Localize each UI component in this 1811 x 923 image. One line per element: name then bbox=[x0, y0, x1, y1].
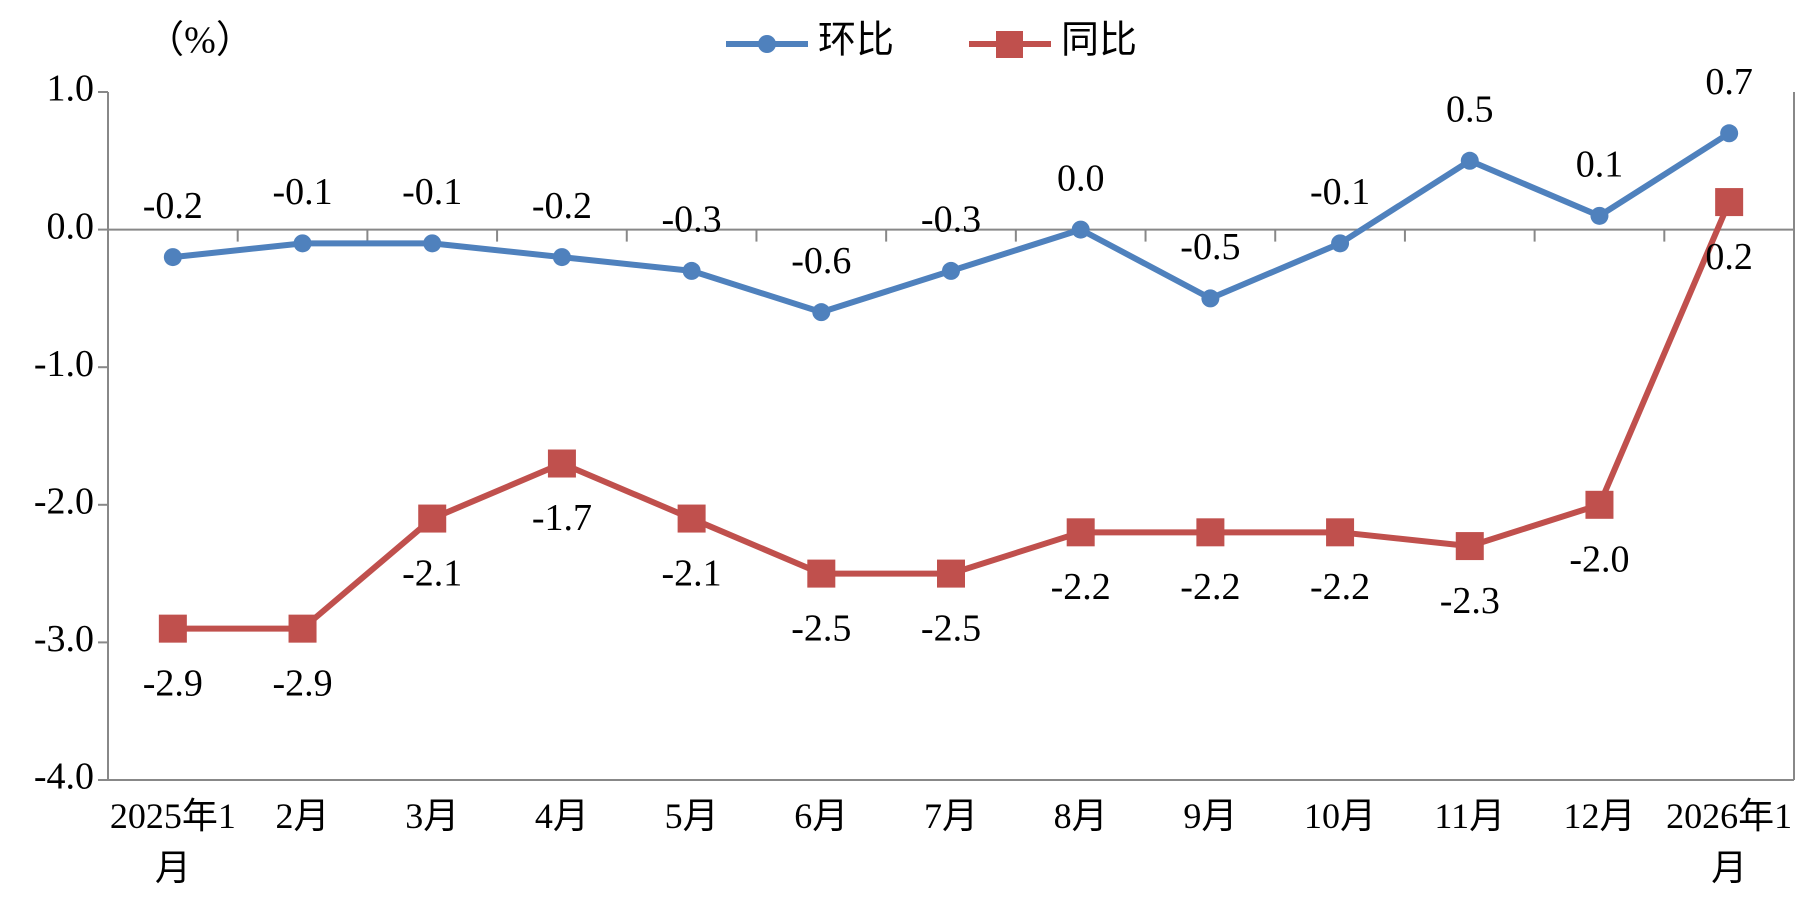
marker bbox=[288, 614, 317, 643]
data-label: -2.5 bbox=[921, 607, 981, 649]
x-tick-label: 12月 bbox=[1563, 796, 1636, 836]
marker bbox=[293, 234, 312, 253]
marker bbox=[942, 261, 960, 280]
legend-marker bbox=[758, 35, 776, 53]
y-tick-label: 1.0 bbox=[47, 68, 95, 110]
data-label: -0.5 bbox=[1180, 226, 1240, 268]
x-tick-label: 4月 bbox=[534, 796, 589, 836]
data-label: -2.9 bbox=[272, 662, 332, 704]
data-label: -0.2 bbox=[532, 185, 592, 227]
data-label: -2.9 bbox=[143, 662, 203, 704]
marker bbox=[1331, 234, 1350, 253]
data-label: -0.3 bbox=[662, 199, 722, 241]
data-label: -2.2 bbox=[1051, 566, 1111, 608]
data-label: -2.1 bbox=[402, 552, 462, 594]
data-label: -2.2 bbox=[1180, 566, 1240, 608]
marker bbox=[807, 559, 836, 588]
y-tick-label: 0.0 bbox=[47, 205, 95, 247]
marker bbox=[1460, 151, 1479, 170]
marker bbox=[1590, 206, 1609, 225]
marker bbox=[1196, 518, 1225, 547]
marker bbox=[552, 248, 571, 267]
x-tick-label: 10月 bbox=[1304, 796, 1377, 836]
marker bbox=[812, 303, 831, 322]
legend-marker bbox=[996, 31, 1023, 58]
data-label: 0.0 bbox=[1057, 157, 1105, 199]
data-label: 0.1 bbox=[1576, 144, 1624, 186]
data-label: -0.6 bbox=[791, 240, 851, 282]
y-tick-label: -4.0 bbox=[34, 756, 94, 798]
marker bbox=[937, 559, 965, 588]
marker bbox=[1201, 289, 1220, 308]
marker bbox=[547, 449, 576, 478]
x-tick-label: 8月 bbox=[1053, 796, 1108, 836]
data-label: 0.7 bbox=[1705, 61, 1753, 103]
data-label: -1.7 bbox=[532, 497, 592, 539]
x-tick-label: 3月 bbox=[405, 796, 460, 836]
x-tick-label: 7月 bbox=[923, 796, 978, 836]
marker bbox=[1720, 124, 1739, 143]
marker bbox=[158, 614, 187, 643]
data-label: 0.5 bbox=[1446, 89, 1494, 131]
y-tick-label: -1.0 bbox=[34, 343, 94, 385]
x-tick-label: 2月 bbox=[275, 796, 330, 836]
data-label: -2.2 bbox=[1310, 566, 1370, 608]
x-tick-label: 2025年1月 bbox=[109, 796, 236, 888]
marker bbox=[1715, 188, 1744, 217]
x-tick-label: 6月 bbox=[794, 796, 849, 836]
data-label: -2.3 bbox=[1440, 580, 1500, 622]
data-label: 0.2 bbox=[1705, 236, 1753, 278]
marker bbox=[163, 248, 182, 267]
legend-label: 环比 bbox=[818, 20, 894, 62]
data-label: -2.5 bbox=[791, 607, 851, 649]
marker bbox=[1455, 532, 1484, 561]
data-label: -0.1 bbox=[1310, 171, 1370, 213]
legend-label: 同比 bbox=[1061, 20, 1137, 62]
marker bbox=[1071, 220, 1090, 239]
marker bbox=[1066, 518, 1095, 547]
marker bbox=[682, 261, 701, 280]
marker bbox=[677, 504, 706, 533]
y-tick-label: -3.0 bbox=[34, 618, 94, 660]
data-label: -2.1 bbox=[662, 552, 722, 594]
x-tick-label: 5月 bbox=[664, 796, 719, 836]
data-label: -0.3 bbox=[921, 199, 981, 241]
data-label: -0.1 bbox=[402, 171, 462, 213]
data-label: -2.0 bbox=[1569, 539, 1629, 581]
marker bbox=[418, 504, 447, 533]
marker bbox=[1585, 490, 1614, 519]
y-tick-label: -2.0 bbox=[34, 481, 94, 523]
data-label: -0.1 bbox=[272, 171, 332, 213]
marker bbox=[1326, 518, 1355, 547]
marker bbox=[423, 234, 442, 253]
x-tick-label: 9月 bbox=[1183, 796, 1238, 836]
data-label: -0.2 bbox=[143, 185, 203, 227]
y-unit: （%） bbox=[146, 20, 254, 62]
x-tick-label: 2026年1月 bbox=[1666, 796, 1793, 888]
x-tick-label: 11月 bbox=[1434, 796, 1506, 836]
